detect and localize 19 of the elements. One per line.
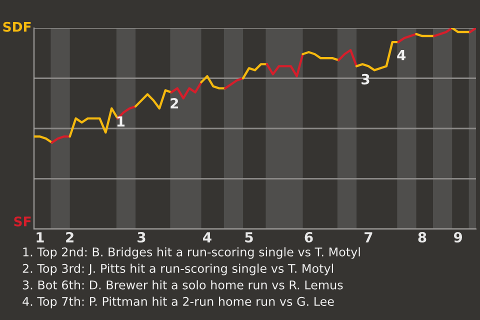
annotation: 4 bbox=[397, 50, 406, 60]
x-tick-label: 7 bbox=[364, 232, 372, 242]
annotation: 2 bbox=[170, 98, 178, 108]
text: SF bbox=[14, 216, 31, 226]
x-tick-label: 2 bbox=[66, 232, 74, 242]
x-tick-label: 8 bbox=[418, 232, 426, 243]
text: 4. Top 7th: P. Pittman hit a 2-run home run vs G. Lee bbox=[22, 296, 334, 308]
x-tick-label: 6 bbox=[304, 232, 313, 243]
annotation: 3 bbox=[362, 74, 370, 84]
x-tick-label: 9 bbox=[454, 232, 462, 243]
x-tick-label: 5 bbox=[245, 232, 253, 243]
x-tick-label: 1 bbox=[36, 232, 44, 242]
annotation: 1 bbox=[117, 116, 125, 126]
text: SDF bbox=[3, 22, 31, 32]
text: 3. Bot 6th: D. Brewer hit a solo home run vs R. Lemus bbox=[22, 280, 343, 290]
x-tick-label: 4 bbox=[203, 232, 212, 242]
text: 2. Top 3rd: J. Pitts hit a run-scoring single vs T. Motyl bbox=[22, 264, 334, 276]
x-tick-label: 3 bbox=[138, 232, 146, 243]
text: 1. Top 2nd: B. Bridges hit a run-scoring single vs T. Motyl bbox=[23, 247, 360, 259]
